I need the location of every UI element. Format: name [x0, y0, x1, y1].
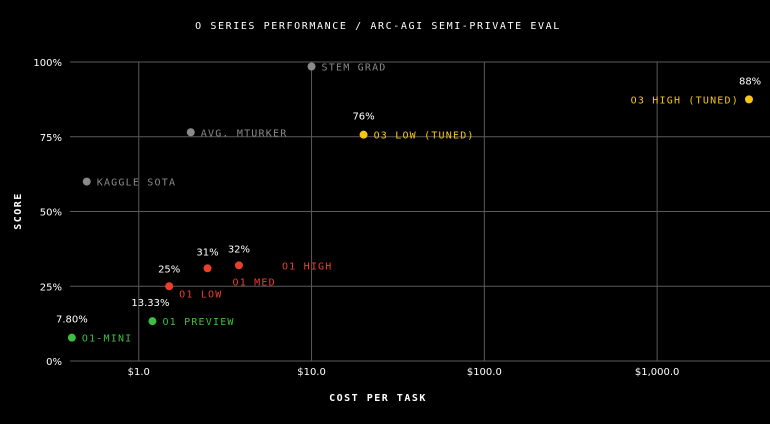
point-name-label: O1-MINI [82, 334, 133, 345]
x-tick-label: $10.0 [297, 367, 326, 378]
y-tick-label: 25% [40, 282, 62, 293]
x-tick-label: $1.0 [128, 367, 150, 378]
y-tick-label: 75% [40, 133, 62, 144]
data-point [744, 95, 753, 104]
data-point [203, 264, 212, 273]
point-name-label: O1 MED [233, 277, 276, 288]
point-name-label: KAGGLE SOTA [97, 178, 176, 189]
x-tick-label: $100.0 [467, 367, 502, 378]
data-point [148, 317, 157, 326]
point-value-label: 31% [196, 247, 218, 258]
y-tick-label: 100% [33, 58, 62, 69]
point-name-label: O1 PREVIEW [162, 317, 234, 328]
y-axis-title: SCORE [13, 192, 24, 230]
data-point [307, 62, 316, 71]
data-points: STEM GRAD AVG. MTURKER KAGGLE SOTA O3 HIGH … [56, 62, 761, 345]
point-name-label: STEM GRAD [322, 62, 387, 73]
point-name-label: O3 LOW (TUNED) [374, 131, 475, 142]
grid [70, 61, 770, 362]
chart-title: O SERIES PERFORMANCE / ARC-AGI SEMI-PRIV… [195, 21, 561, 32]
point-value-label: 88% [739, 76, 761, 87]
point-value-label: 25% [158, 264, 180, 275]
data-point [67, 333, 76, 342]
x-tick-label: $1,000.0 [635, 367, 680, 378]
point-value-label: 76% [352, 112, 374, 123]
data-point [165, 282, 174, 291]
tick-labels: 0% 25% 50% 75% 100% $1.0 $10.0 $100.0 $1,000.0 [33, 58, 679, 378]
point-value-label: 7.80% [56, 315, 88, 326]
point-name-label: O1 LOW [179, 289, 222, 300]
point-name-label: AVG. MTURKER [201, 128, 288, 139]
point-value-label: 32% [228, 244, 250, 255]
x-axis-title: COST PER TASK [329, 393, 427, 404]
y-tick-label: 0% [46, 357, 62, 368]
point-name-label: O1 HIGH [282, 261, 333, 272]
point-value-label: 13.33% [131, 298, 169, 309]
point-name-label: O3 HIGH (TUNED) [631, 95, 739, 106]
data-point [82, 177, 91, 186]
data-point [186, 128, 195, 137]
data-point [234, 261, 243, 270]
y-tick-label: 50% [40, 208, 62, 219]
data-point [359, 130, 368, 139]
